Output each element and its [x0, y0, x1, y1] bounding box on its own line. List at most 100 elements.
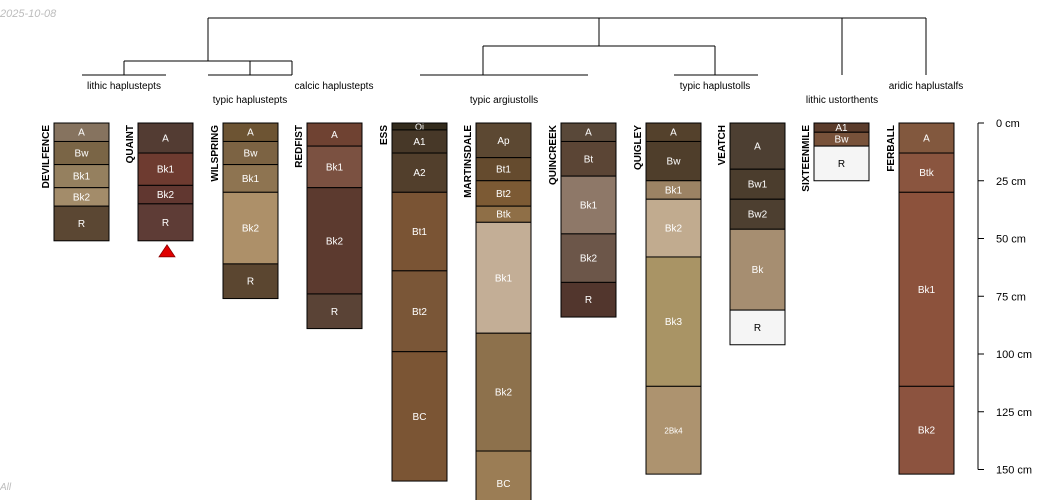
horizon-redfist-bk2: [306, 187, 363, 295]
profile-name: DEVILFENCE: [41, 125, 52, 189]
horizon-label: A: [247, 128, 254, 139]
horizon-label: R: [247, 277, 254, 288]
group-label: calcic haplustepts: [295, 81, 374, 92]
profile-name: MARTINSDALE: [463, 125, 474, 198]
profile-quigley: A Bw Bk1 Bk2 Bk3 2Bk4 QUIGLEY: [633, 122, 702, 475]
horizon-label: BC: [413, 412, 427, 423]
horizon-label: A: [331, 130, 338, 141]
group-label: typic haplustepts: [213, 95, 288, 106]
profile-name: WILSPRING: [210, 125, 221, 182]
depth-tick-label: 0 cm: [996, 118, 1020, 130]
horizon-label: Bk2: [326, 236, 344, 247]
horizon-martinsdale-bk1: [475, 221, 532, 334]
date-stamp: 2025-10-08: [0, 8, 57, 20]
horizon-wilspring-bk1: [222, 164, 279, 193]
horizon-label: Bw1: [748, 180, 768, 191]
profile-name: ESS: [379, 125, 390, 145]
horizon-martinsdale-bc: [475, 450, 532, 500]
horizon-redfist-bk1: [306, 145, 363, 189]
horizon-quincreek-bk2: [560, 233, 617, 283]
horizon-quincreek-bt: [560, 140, 617, 177]
horizon-label: Bk2: [918, 426, 936, 437]
horizon-label: Bt1: [496, 165, 511, 176]
profile-name: QUAINT: [125, 125, 136, 163]
horizon-label: Bk1: [580, 201, 598, 212]
horizon-label: Ap: [497, 136, 510, 147]
profiles: A Bw Bk1 Bk2 R DEVILFENCE A Bk1 Bk2 R QUAINT A Bw Bk1…: [41, 122, 955, 500]
horizon-ess-a2: [391, 152, 448, 193]
horizon-label: Bk2: [580, 254, 598, 265]
horizon-label: R: [78, 219, 85, 230]
horizon-label: Bk: [752, 265, 765, 276]
profile-wilspring: A Bw Bk1 Bk2 R WILSPRING: [210, 122, 279, 300]
horizon-quigley-bk2: [645, 198, 702, 258]
horizon-label: Oi: [415, 122, 424, 132]
horizon-label: A: [923, 134, 930, 145]
horizon-label: Btk: [919, 168, 934, 179]
horizon-quaint-bk1: [137, 152, 194, 186]
group-label: lithic ustorthents: [806, 95, 878, 106]
profile-devilfence: A Bw Bk1 Bk2 R DEVILFENCE: [41, 122, 110, 242]
horizon-label: R: [585, 295, 592, 306]
horizon-label: Bt2: [496, 189, 511, 200]
horizon-label: Bk1: [665, 185, 683, 196]
horizon-ferball-bk2: [898, 385, 955, 475]
horizon-label: A1: [413, 137, 426, 148]
profile-martinsdale: Ap Bt1 Bt2 Btk Bk1 Bk2 BC MARTINSDALE: [463, 122, 532, 500]
horizon-redfist-r: [306, 293, 363, 330]
depth-tick-label: 25 cm: [996, 176, 1026, 188]
group-label: typic haplustolls: [680, 81, 751, 92]
depth-axis: 0 cm 25 cm 50 cm 75 cm 100 cm 125 cm 150 cm: [977, 118, 1032, 477]
horizon-label: Bw: [75, 149, 90, 160]
group-label: typic argiustolls: [470, 95, 538, 106]
horizon-veatch-a: [729, 122, 786, 170]
profile-name: SIXTEENMILE: [801, 125, 812, 192]
horizon-label: Bt2: [412, 307, 427, 318]
horizon-label: A: [670, 128, 677, 139]
horizon-ess-bc: [391, 351, 448, 482]
bottom-marker-icon: [158, 244, 176, 258]
profile-quaint: A Bk1 Bk2 R QUAINT: [125, 122, 194, 258]
horizon-label: R: [331, 307, 338, 318]
horizon-label: Bk2: [157, 190, 175, 201]
horizon-label: Bw: [835, 135, 850, 146]
horizon-label: A1: [835, 123, 848, 134]
horizon-label: Bk1: [918, 285, 936, 296]
depth-tick-label: 75 cm: [996, 291, 1026, 303]
horizon-quaint-r: [137, 203, 194, 242]
group-label: aridic haplustalfs: [889, 81, 963, 92]
profile-ferball: A Btk Bk1 Bk2 FERBALL: [886, 122, 955, 475]
group-labels: lithic haplustepts typic haplustepts calci…: [87, 81, 963, 106]
horizon-veatch-r: [729, 309, 786, 346]
depth-tick-label: 50 cm: [996, 234, 1026, 246]
horizon-ferball-a: [898, 122, 955, 154]
depth-tick-label: 100 cm: [996, 349, 1032, 361]
horizon-label: Bw: [244, 149, 259, 160]
horizon-label: Bk2: [665, 224, 683, 235]
profile-redfist: A Bk1 Bk2 R REDFIST: [294, 122, 363, 330]
group-label: lithic haplustepts: [87, 81, 161, 92]
profile-quincreek: A Bt Bk1 Bk2 R QUINCREEK: [548, 122, 617, 318]
horizon-label: Bk1: [326, 162, 344, 173]
horizon-label: Bt1: [412, 227, 427, 238]
horizon-label: Btk: [496, 210, 511, 221]
horizon-quaint-a: [137, 122, 194, 154]
horizon-label: Bk1: [495, 273, 513, 284]
profile-name: VEATCH: [717, 125, 728, 165]
depth-tick-label: 125 cm: [996, 407, 1032, 419]
profile-name: FERBALL: [886, 125, 897, 172]
corner-note: All: [0, 482, 12, 493]
horizon-quincreek-bk1: [560, 175, 617, 235]
horizon-quincreek-r: [560, 281, 617, 318]
horizon-wilspring-r: [222, 263, 279, 300]
horizon-veatch-bk: [729, 228, 786, 311]
horizon-label: A2: [413, 168, 426, 179]
horizon-devilfence-r: [53, 205, 110, 242]
horizon-label: 2Bk4: [664, 427, 683, 436]
profile-veatch: A Bw1 Bw2 Bk R VEATCH: [717, 122, 786, 346]
profile-name: QUINCREEK: [548, 124, 559, 185]
horizon-label: Bk2: [73, 192, 91, 203]
profile-name: REDFIST: [294, 125, 305, 168]
